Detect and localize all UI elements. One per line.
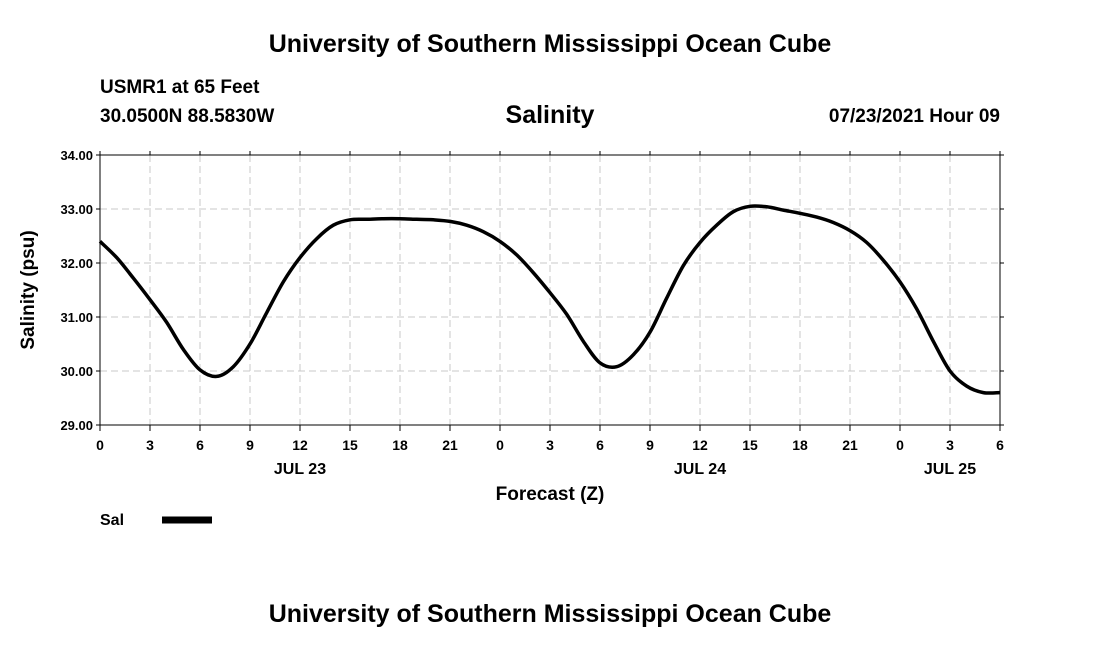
y-tick-label: 30.00 [60,364,93,379]
plot-area-frame [99,154,1001,426]
x-tick-label: 9 [246,437,254,453]
date-label: JUL 25 [924,461,976,478]
x-tick-label: 3 [546,437,554,453]
y-tick-label: 31.00 [60,310,93,325]
x-axis-label: Forecast (Z) [496,484,605,505]
grid-lines [100,155,1000,425]
y-tick-label: 34.00 [60,148,93,163]
station-coordinates: 30.0500N 88.5830W [100,106,275,127]
y-tick-label: 32.00 [60,256,93,271]
x-tick-label: 15 [742,437,758,453]
x-tick-label: 18 [792,437,808,453]
legend: Sal [100,512,212,529]
y-tick-label: 29.00 [60,418,93,433]
series-line-sal [98,204,1001,395]
axis-ticks [96,151,1004,431]
x-tick-label: 0 [496,437,504,453]
parameter-title: Salinity [505,101,595,129]
x-tick-label: 0 [96,437,104,453]
x-tick-label: 21 [842,437,858,453]
x-tick-label: 6 [996,437,1004,453]
y-axis-label: Salinity (psu) [18,230,39,349]
y-axis-tick-labels: 29.00 30.00 31.00 32.00 33.00 34.00 [60,148,93,433]
x-tick-label: 0 [896,437,904,453]
date-label: JUL 24 [674,461,726,478]
series-layer [98,204,1001,395]
x-tick-label: 12 [292,437,308,453]
x-tick-label: 3 [946,437,954,453]
forecast-timestamp: 07/23/2021 Hour 09 [828,106,1000,127]
x-tick-label: 21 [442,437,458,453]
x-tick-label: 6 [596,437,604,453]
x-tick-label: 6 [196,437,204,453]
x-tick-label: 3 [146,437,154,453]
y-tick-label: 33.00 [60,202,93,217]
station-label: USMR1 at 65 Feet [100,77,260,98]
footer-title: University of Southern Mississippi Ocean… [268,600,832,628]
legend-label: Sal [100,512,124,529]
x-tick-label: 9 [646,437,654,453]
x-tick-label: 12 [692,437,708,453]
x-axis-date-labels: JUL 23 JUL 24 JUL 25 [274,461,976,478]
date-label: JUL 23 [274,461,326,478]
x-tick-label: 18 [392,437,408,453]
page-title: University of Southern Mississippi Ocean… [268,30,832,58]
x-tick-label: 15 [342,437,358,453]
x-axis-tick-labels: 0 3 6 9 12 15 18 21 0 3 6 9 12 15 18 21 0 3 6 [96,437,1004,453]
